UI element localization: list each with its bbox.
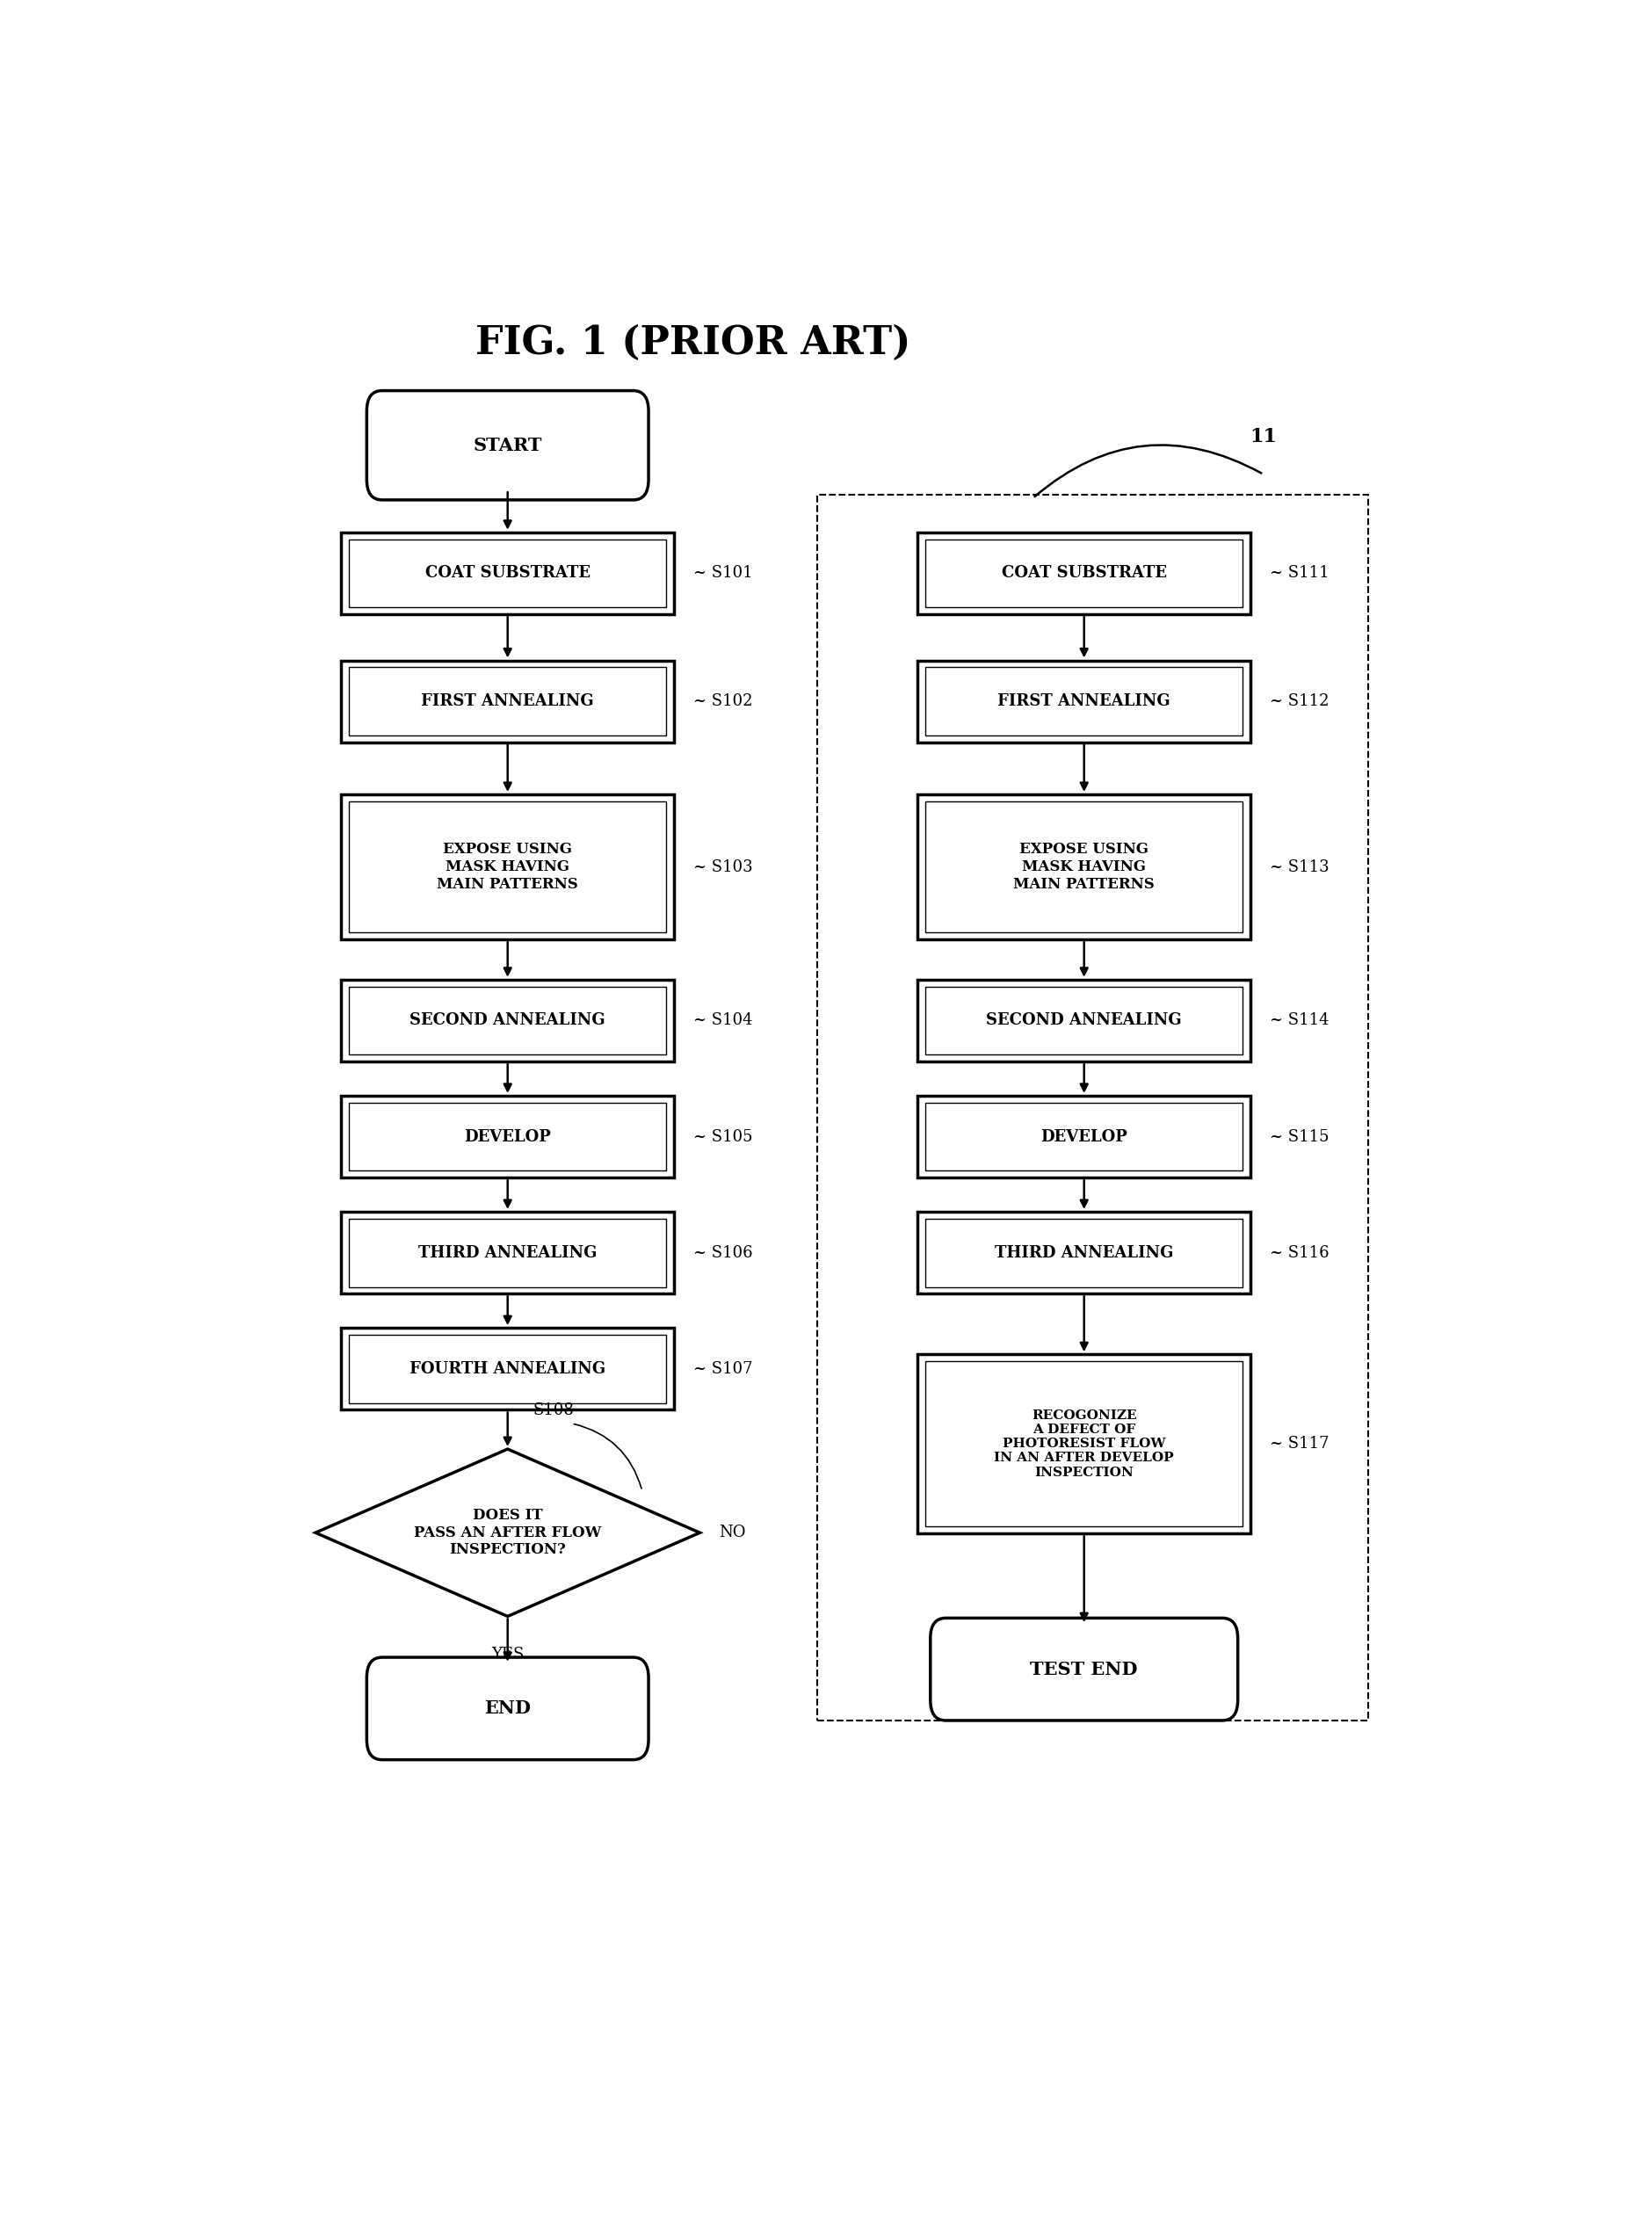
Text: ~ S107: ~ S107 [694,1361,752,1377]
Bar [340,532,674,614]
Bar [340,794,674,940]
Bar [925,539,1242,607]
Bar [917,1095,1251,1177]
Text: FOURTH ANNEALING: FOURTH ANNEALING [410,1361,605,1377]
Bar [340,1213,674,1295]
Bar [340,1095,674,1177]
Text: SECOND ANNEALING: SECOND ANNEALING [986,1013,1181,1029]
Bar [349,1335,666,1403]
Bar [917,532,1251,614]
Text: ~ S105: ~ S105 [694,1128,752,1144]
Text: DEVELOP: DEVELOP [1041,1128,1127,1144]
Bar [340,980,674,1062]
Bar [349,667,666,736]
Text: ~ S104: ~ S104 [694,1013,752,1029]
Bar [925,667,1242,736]
Text: ~ S102: ~ S102 [694,694,752,709]
Bar [349,987,666,1055]
Text: RECOGONIZE
A DEFECT OF
PHOTORESIST FLOW
IN AN AFTER DEVELOP
INSPECTION: RECOGONIZE A DEFECT OF PHOTORESIST FLOW … [993,1410,1173,1479]
FancyBboxPatch shape [367,1658,648,1760]
Text: 11: 11 [1249,428,1277,446]
Text: ~ S117: ~ S117 [1269,1437,1328,1452]
Text: ~ S112: ~ S112 [1269,694,1328,709]
Bar [340,661,674,743]
Bar [917,661,1251,743]
Text: THIRD ANNEALING: THIRD ANNEALING [418,1244,596,1261]
Text: ~ S114: ~ S114 [1269,1013,1328,1029]
Text: ~ S116: ~ S116 [1269,1244,1328,1261]
Bar [925,1102,1242,1171]
Bar [925,987,1242,1055]
Bar [349,539,666,607]
Text: SECOND ANNEALING: SECOND ANNEALING [410,1013,605,1029]
Bar [925,1361,1242,1528]
Text: FIRST ANNEALING: FIRST ANNEALING [998,694,1170,709]
Text: ~ S101: ~ S101 [694,565,752,581]
Text: NO: NO [719,1525,745,1541]
Bar [925,1219,1242,1286]
Text: FIRST ANNEALING: FIRST ANNEALING [421,694,593,709]
Text: END: END [484,1700,530,1718]
Text: ~ S103: ~ S103 [694,858,752,876]
Bar [917,794,1251,940]
FancyBboxPatch shape [930,1618,1237,1720]
Text: YES: YES [491,1647,524,1663]
Bar [818,494,1368,1720]
Text: DEVELOP: DEVELOP [464,1128,550,1144]
Bar [917,1355,1251,1534]
Text: ~ S111: ~ S111 [1269,565,1328,581]
Bar [925,800,1242,933]
Text: ~ S113: ~ S113 [1269,858,1328,876]
FancyBboxPatch shape [367,390,648,499]
Text: COAT SUBSTRATE: COAT SUBSTRATE [1001,565,1166,581]
Bar [349,1102,666,1171]
Text: DOES IT
PASS AN AFTER FLOW
INSPECTION?: DOES IT PASS AN AFTER FLOW INSPECTION? [413,1508,601,1556]
Bar [917,1213,1251,1295]
Text: ~ S106: ~ S106 [694,1244,752,1261]
Text: START: START [472,437,542,454]
Polygon shape [316,1450,699,1616]
Text: ~ S115: ~ S115 [1269,1128,1328,1144]
Bar [917,980,1251,1062]
Text: FIG. 1 (PRIOR ART): FIG. 1 (PRIOR ART) [476,324,910,361]
Bar [349,1219,666,1286]
Bar [349,800,666,933]
Text: TEST END: TEST END [1029,1661,1137,1678]
Text: THIRD ANNEALING: THIRD ANNEALING [995,1244,1173,1261]
Text: S108: S108 [534,1403,575,1419]
Text: COAT SUBSTRATE: COAT SUBSTRATE [425,565,590,581]
Text: EXPOSE USING
MASK HAVING
MAIN PATTERNS: EXPOSE USING MASK HAVING MAIN PATTERNS [436,842,578,891]
Bar [340,1328,674,1410]
Text: EXPOSE USING
MASK HAVING
MAIN PATTERNS: EXPOSE USING MASK HAVING MAIN PATTERNS [1013,842,1155,891]
